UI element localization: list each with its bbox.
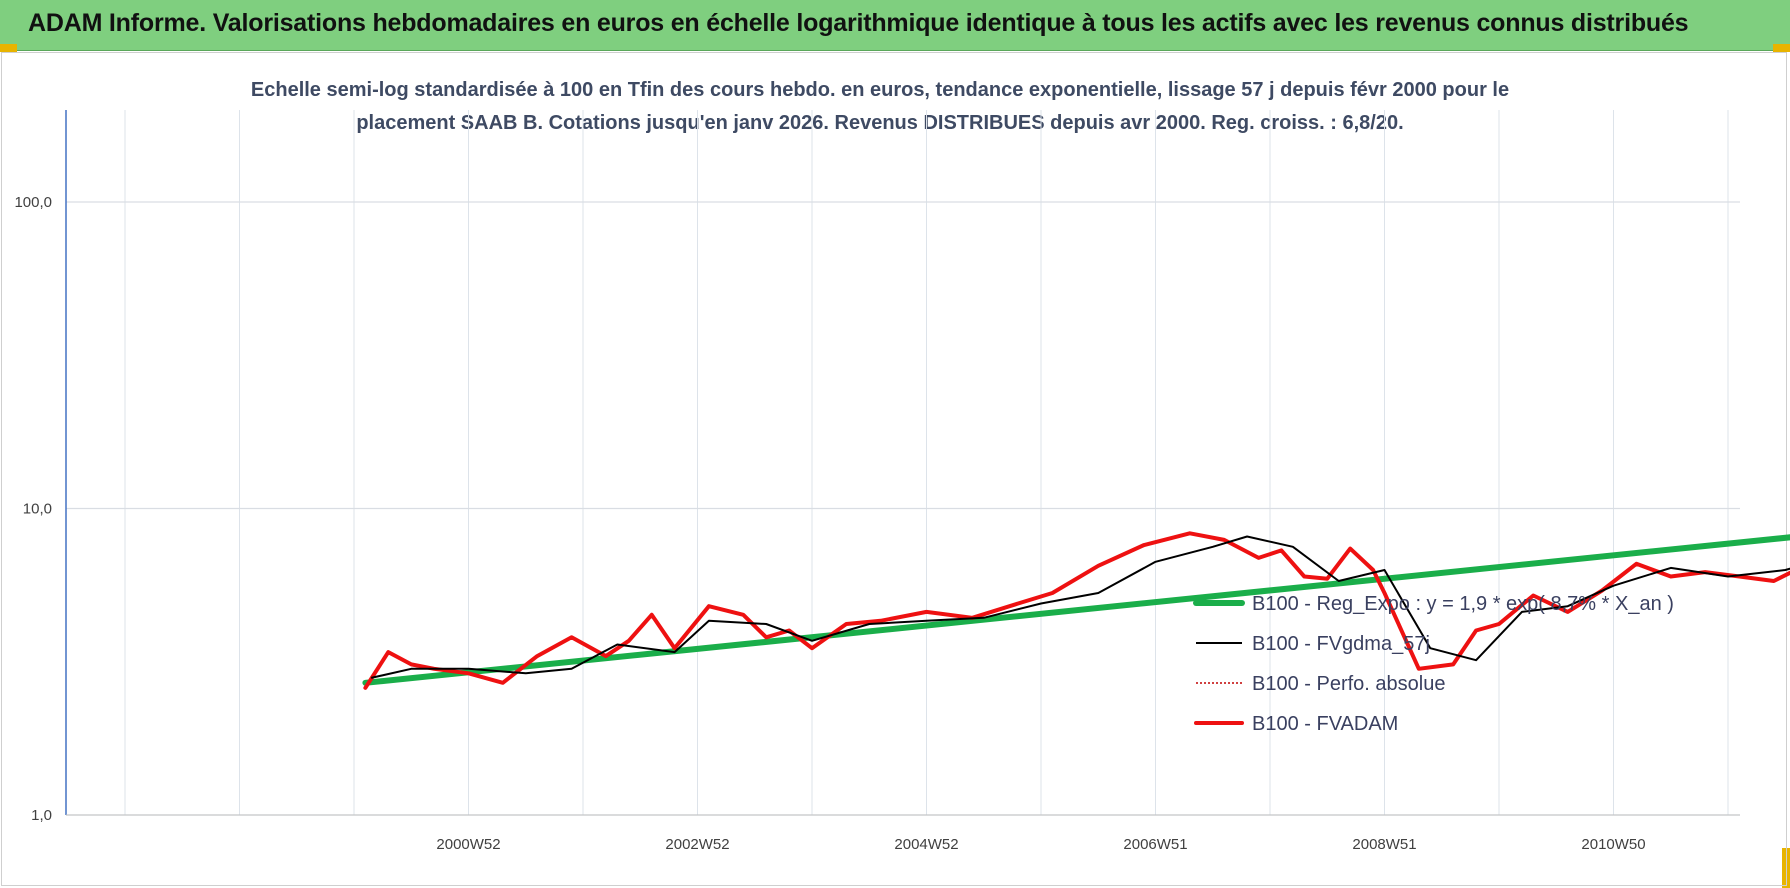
chart-axes: 100,0 10,0 1,0 2000W52 2002W52 2004W52 2006W51…	[14, 110, 1740, 853]
x-tick-label: 2006W51	[1123, 836, 1187, 853]
legend-label-3: B100 - Perfo. absolue	[1252, 673, 1445, 695]
chart-frame	[1, 52, 1787, 886]
report-title: ADAM Informe. Valorisations hebdomadaire…	[28, 9, 1689, 37]
chart-legend: B100 - Reg_Expo : y = 1,9 * exp( 8,7% * …	[1193, 593, 1674, 735]
x-tick-label: 2002W52	[665, 836, 729, 853]
chart-grid	[66, 110, 1740, 816]
series-line-4	[363, 531, 1790, 690]
x-tick-label: 2010W50	[1581, 836, 1645, 853]
x-tick-label: 2004W52	[894, 836, 958, 853]
series-line-2	[370, 535, 1790, 679]
x-tick-label: 2008W51	[1352, 836, 1416, 853]
corner-marker-top-right	[1773, 44, 1790, 52]
chart-series	[362, 531, 1790, 690]
corner-marker-top-left	[0, 44, 17, 52]
legend-label-4: B100 - FVADAM	[1252, 713, 1398, 735]
y-tick-label: 10,0	[23, 501, 52, 518]
y-tick-label: 1,0	[31, 807, 52, 824]
chart-title: Echelle semi-log standardisée à 100 en T…	[250, 79, 1510, 134]
series-line-1	[362, 534, 1790, 686]
legend-label-1: B100 - Reg_Expo : y = 1,9 * exp( 8,7% * …	[1252, 593, 1674, 615]
y-tick-label: 100,0	[14, 194, 52, 211]
x-tick-label: 2000W52	[436, 836, 500, 853]
legend-label-2: B100 - FVgdma_57j	[1252, 633, 1430, 655]
report-header-bar: ADAM Informe. Valorisations hebdomadaire…	[0, 0, 1790, 51]
